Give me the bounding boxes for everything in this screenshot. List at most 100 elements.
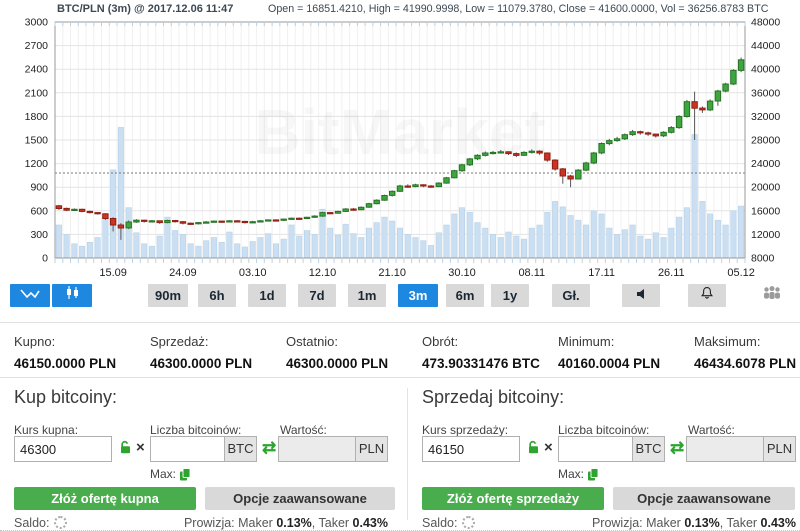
buy-max-label: Max: bbox=[150, 467, 177, 481]
sell-max-copy-icon[interactable] bbox=[584, 467, 599, 481]
sell-fees: Prowizja: Maker 0.13%, Taker 0.43% bbox=[422, 516, 796, 530]
svg-text:12.10: 12.10 bbox=[309, 267, 337, 279]
summary-ostatnio-label: Ostatnio: bbox=[286, 334, 339, 349]
svg-text:44000: 44000 bbox=[751, 40, 780, 52]
sell-max-label: Max: bbox=[558, 467, 585, 481]
sound-toggle-button[interactable] bbox=[622, 284, 660, 307]
buy-rate-input[interactable] bbox=[14, 436, 112, 462]
svg-text:1200: 1200 bbox=[25, 158, 49, 170]
timeframe-3m-button[interactable]: 3m bbox=[398, 284, 438, 307]
bell-icon bbox=[701, 287, 713, 299]
community-button[interactable] bbox=[758, 284, 786, 307]
svg-text:17.11: 17.11 bbox=[588, 267, 615, 279]
sell-rate-lock-button[interactable] bbox=[527, 440, 540, 457]
svg-text:8000: 8000 bbox=[751, 253, 775, 265]
svg-text:32000: 32000 bbox=[751, 111, 780, 123]
summary-minimum: Minimum: 40160.0004 PLN bbox=[558, 334, 694, 377]
price-volume-chart[interactable]: BitMarket 0 300 600 900 1200 1500 1800 2100 2400 2… bbox=[0, 0, 800, 282]
svg-text:40000: 40000 bbox=[751, 64, 780, 76]
unlock-icon bbox=[121, 440, 130, 454]
sell-saldo: Saldo: bbox=[422, 516, 476, 530]
timeframe-glowny-button[interactable]: Gł. bbox=[552, 284, 590, 307]
buy-max-row: Max: bbox=[150, 467, 191, 481]
speaker-icon bbox=[637, 289, 644, 299]
buy-value-label: Wartość: bbox=[280, 423, 327, 437]
buy-clear-icon[interactable]: × bbox=[136, 439, 145, 456]
fees-mid: , Taker bbox=[311, 516, 353, 530]
svg-text:12000: 12000 bbox=[751, 229, 780, 241]
fees-prefix: Prowizja: Maker bbox=[183, 516, 277, 530]
svg-text:03.10: 03.10 bbox=[239, 267, 267, 279]
line-chart-type-button[interactable] bbox=[10, 284, 50, 307]
sell-amount-input[interactable] bbox=[558, 436, 633, 462]
sell-advanced-button[interactable]: Opcje zaawansowane bbox=[613, 487, 795, 510]
fees-mid: , Taker bbox=[719, 516, 761, 530]
buy-value-input[interactable] bbox=[278, 436, 356, 462]
chart-ohlc-summary: Open = 16851.4210, High = 41990.9998, Lo… bbox=[268, 3, 769, 15]
buy-saldo-label: Saldo: bbox=[14, 516, 50, 530]
timeframe-90m-button[interactable]: 90m bbox=[148, 284, 188, 307]
svg-text:1800: 1800 bbox=[25, 111, 49, 123]
summary-ostatnio-value: 46300.0000 PLN bbox=[286, 356, 389, 371]
svg-text:1500: 1500 bbox=[25, 135, 49, 147]
buy-fees: Prowizja: Maker 0.13%, Taker 0.43% bbox=[14, 516, 388, 530]
line-chart-icon bbox=[20, 289, 40, 299]
summary-maksimum: Maksimum: 46434.6078 PLN bbox=[694, 334, 800, 377]
alerts-button[interactable] bbox=[688, 284, 726, 307]
buy-max-copy-icon[interactable] bbox=[176, 467, 191, 481]
candlestick-chart-type-button[interactable] bbox=[52, 284, 92, 307]
svg-text:05.12: 05.12 bbox=[727, 267, 755, 279]
timeframe-6h-button[interactable]: 6h bbox=[198, 284, 236, 307]
svg-text:08.11: 08.11 bbox=[518, 267, 545, 279]
svg-text:36000: 36000 bbox=[751, 87, 780, 99]
candlestick-icon bbox=[66, 286, 78, 299]
buy-rate-lock-button[interactable] bbox=[119, 440, 132, 457]
summary-kupno: Kupno: 46150.0000 PLN bbox=[14, 334, 150, 377]
sell-value-input[interactable] bbox=[686, 436, 764, 462]
sell-clear-icon[interactable]: × bbox=[544, 439, 553, 456]
sell-amount-label: Liczba bitcoinów: bbox=[558, 423, 650, 437]
timeframe-7d-button[interactable]: 7d bbox=[298, 284, 336, 307]
buy-value-unit: PLN bbox=[356, 436, 388, 462]
timeframe-1d-button[interactable]: 1d bbox=[248, 284, 286, 307]
buy-heading: Kup bitcoiny: bbox=[14, 387, 118, 407]
svg-text:600: 600 bbox=[30, 205, 48, 217]
svg-text:0: 0 bbox=[42, 253, 48, 265]
buy-submit-button[interactable]: Złóż ofertę kupna bbox=[14, 487, 196, 510]
loading-spinner-icon bbox=[54, 516, 68, 529]
chart-toolbar: 90m 6h 1d 7d 1m 3m 6m 1y Gł. bbox=[0, 284, 800, 309]
chart-title: BTC/PLN (3m) @ 2017.12.06 11:47 bbox=[57, 3, 234, 15]
buy-advanced-button[interactable]: Opcje zaawansowane bbox=[205, 487, 395, 510]
summary-ostatnio: Ostatnio: 46300.0000 PLN bbox=[286, 334, 422, 377]
loading-spinner-icon bbox=[462, 516, 476, 529]
fees-prefix: Prowizja: Maker bbox=[591, 516, 685, 530]
panel-divider bbox=[407, 388, 408, 520]
timeframe-1y-button[interactable]: 1y bbox=[491, 284, 529, 307]
sell-rate-label: Kurs sprzedaży: bbox=[422, 423, 509, 437]
sell-rate-input[interactable] bbox=[422, 436, 520, 462]
summary-obrot-label: Obrót: bbox=[422, 334, 459, 349]
sell-value-label: Wartość: bbox=[688, 423, 735, 437]
sell-heading: Sprzedaj bitcoiny: bbox=[422, 387, 565, 407]
maker-fee-value: 0.13% bbox=[276, 516, 312, 530]
timeframe-1m-button[interactable]: 1m bbox=[348, 284, 386, 307]
svg-text:26.11: 26.11 bbox=[658, 267, 685, 279]
sell-submit-button[interactable]: Złóż ofertę sprzedaży bbox=[422, 487, 604, 510]
buy-panel: Kup bitcoiny: Kurs kupna: × Liczba bitco… bbox=[14, 387, 396, 531]
summary-minimum-value: 40160.0004 PLN bbox=[558, 356, 661, 371]
taker-fee-value: 0.43% bbox=[352, 516, 388, 530]
sell-amount-unit: BTC bbox=[633, 436, 665, 462]
taker-fee-value: 0.43% bbox=[760, 516, 796, 530]
sell-swap-icon[interactable]: ⇄ bbox=[670, 438, 685, 457]
sell-panel: Sprzedaj bitcoiny: Kurs sprzedaży: × Lic… bbox=[422, 387, 796, 531]
svg-text:3000: 3000 bbox=[25, 17, 49, 29]
sell-value-unit: PLN bbox=[764, 436, 796, 462]
buy-amount-unit: BTC bbox=[225, 436, 257, 462]
buy-saldo: Saldo: bbox=[14, 516, 68, 530]
summary-sprzedaz-value: 46300.0000 PLN bbox=[150, 356, 253, 371]
summary-kupno-value: 46150.0000 PLN bbox=[14, 356, 117, 371]
buy-amount-input[interactable] bbox=[150, 436, 225, 462]
buy-swap-icon[interactable]: ⇄ bbox=[262, 438, 277, 457]
timeframe-6m-button[interactable]: 6m bbox=[446, 284, 484, 307]
buy-rate-label: Kurs kupna: bbox=[14, 423, 79, 437]
